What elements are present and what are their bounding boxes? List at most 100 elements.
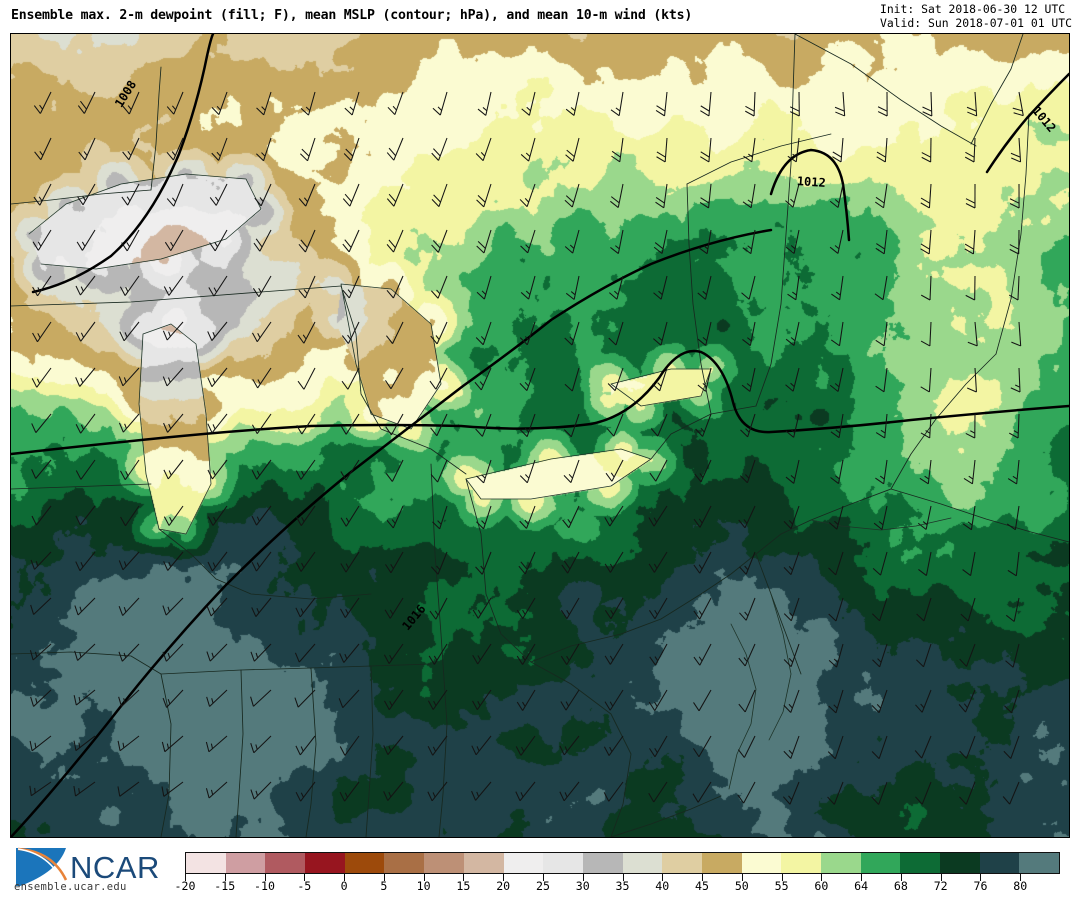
wind-barb <box>697 367 712 392</box>
colorbar-ticks <box>185 874 1060 881</box>
wind-barb <box>698 229 712 255</box>
wind-barb <box>737 781 756 804</box>
wind-barb <box>959 643 976 667</box>
wind-barb <box>967 321 978 347</box>
wind-barb <box>429 597 448 620</box>
wind-barb <box>603 735 624 756</box>
wind-barb <box>339 597 360 618</box>
wind-barb <box>30 689 52 707</box>
wind-barb <box>873 505 888 530</box>
wind-barb <box>515 735 536 756</box>
wind-barb <box>692 735 712 758</box>
border-line <box>340 283 442 430</box>
wind-barb <box>164 229 184 251</box>
wind-barb <box>29 643 52 661</box>
wind-barb <box>520 229 536 254</box>
footer-bar: NCAR ensemble.ucar.edu -20 -15 -10 -5 0 5 10 15… <box>0 838 1080 898</box>
wind-barb <box>77 91 96 114</box>
wind-barb <box>427 689 448 710</box>
wind-barb <box>519 505 536 529</box>
wind-barb <box>832 137 844 163</box>
wind-barb <box>916 597 932 622</box>
wind-barb <box>829 229 844 254</box>
wind-barb <box>75 367 96 387</box>
wind-barb <box>606 413 624 437</box>
wind-barb <box>427 781 448 802</box>
wind-barb <box>966 367 977 393</box>
colorbar-tick-labels: -20 -15 -10 -5 0 5 10 15 20 25 30 35 40 45 50 55 60 64 68 7… <box>175 879 1060 895</box>
wind-barb <box>830 459 844 484</box>
wind-barb <box>386 183 404 207</box>
wind-barb <box>207 413 228 434</box>
colorbar[interactable] <box>185 852 1060 874</box>
wind-barb <box>206 689 228 707</box>
wind-barb <box>920 183 932 209</box>
wind-barb <box>75 321 96 342</box>
valid-time-label: Valid: Sun 2018-07-01 01 UTC <box>879 16 1072 31</box>
map-panel[interactable]: 1008 1012 1012 1016 <box>10 33 1070 838</box>
colorbar-tick <box>383 874 385 881</box>
wind-barb <box>920 321 932 347</box>
wind-barb <box>340 413 360 435</box>
wind-barb <box>340 459 360 481</box>
wind-barb <box>206 597 228 617</box>
wind-barb <box>830 413 844 439</box>
wind-barb <box>699 183 712 209</box>
colorbar-swatch <box>741 853 782 873</box>
wind-barb <box>519 413 536 438</box>
wind-barb <box>344 91 360 116</box>
wind-barb <box>477 91 492 116</box>
forecast-timestamps: Init: Sat 2018-06-30 12 UTC Valid: Sun 2… <box>880 2 1072 30</box>
wind-barb <box>118 597 140 616</box>
wind-barb <box>693 643 712 666</box>
border-line <box>570 683 632 837</box>
wind-barb <box>738 643 756 667</box>
wind-barb <box>834 91 846 117</box>
mslp-contour-line <box>11 349 1069 456</box>
colorbar-tick <box>741 874 743 881</box>
wind-barb <box>964 229 976 255</box>
wind-barb <box>962 551 976 577</box>
border-line <box>235 669 244 837</box>
wind-barb <box>431 229 448 253</box>
wind-barb <box>738 689 756 713</box>
wind-barb <box>604 643 624 665</box>
wind-barb <box>251 551 272 572</box>
wind-barb <box>692 781 712 803</box>
mslp-contour-line <box>985 72 1069 174</box>
colorbar-tick-label: 15 <box>456 879 471 893</box>
wind-barb <box>33 91 52 114</box>
wind-barb <box>300 137 316 162</box>
wind-barb <box>655 91 668 117</box>
wind-barb <box>564 367 580 392</box>
wind-barb <box>741 367 756 392</box>
wind-barb <box>386 275 404 299</box>
colorbar-swatch <box>503 853 544 873</box>
wind-barb <box>432 91 448 116</box>
border-line <box>365 665 374 837</box>
wind-barb <box>432 505 448 530</box>
wind-barb <box>789 91 800 117</box>
wind-barb <box>609 275 624 300</box>
colorbar-tick-label: 60 <box>814 879 829 893</box>
wind-barb <box>521 91 536 116</box>
wind-barb <box>565 275 580 300</box>
wind-barb <box>430 413 448 437</box>
wind-barb <box>785 413 800 438</box>
wind-barb <box>655 183 668 209</box>
wind-barb <box>565 137 580 162</box>
wind-barb <box>915 781 932 805</box>
wind-barb <box>30 597 52 615</box>
wind-barb <box>918 551 932 576</box>
wind-barb-layer <box>29 91 1024 805</box>
wind-barb <box>163 551 184 571</box>
ncar-logo[interactable]: NCAR <box>12 842 172 894</box>
border-line <box>11 483 152 490</box>
wind-barb <box>75 459 96 480</box>
wind-barb <box>252 275 272 298</box>
wind-barb <box>339 781 360 802</box>
wind-barb <box>298 229 316 253</box>
wind-barb <box>34 137 52 161</box>
wind-barb <box>119 275 140 296</box>
wind-barb <box>916 643 932 668</box>
